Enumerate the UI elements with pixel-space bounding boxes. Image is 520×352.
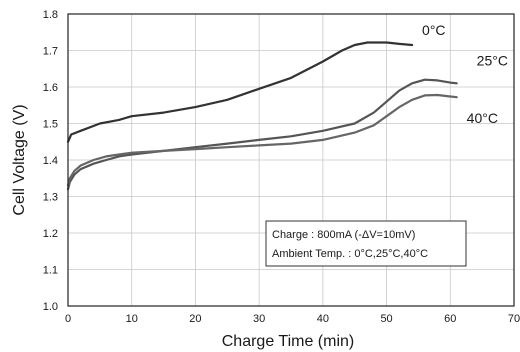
x-tick-label: 30 [253,313,265,325]
series-labels: 0°C 25°C 40°C [422,22,508,126]
plot-area-frame [67,13,515,307]
series-label-25c: 25°C [477,52,508,68]
series-line-0c [66,41,414,143]
x-axis-title: Charge Time (min) [222,333,354,350]
y-tick-label: 1.8 [43,9,58,21]
legend-line-charge: Charge : 800mA (-ΔV=10mV) [272,229,415,241]
legend-box: Charge : 800mA (-ΔV=10mV) Ambient Temp. … [265,220,467,267]
y-tick-label: 1.2 [43,228,58,240]
series-lines [66,41,458,191]
y-tick-label: 1.6 [43,82,58,94]
legend-box-frame [265,220,467,267]
x-tick-label: 0 [65,313,71,325]
x-tick-label: 10 [126,313,138,325]
x-tick-label: 20 [189,313,201,325]
grid-lines [68,14,514,306]
x-tick-label: 70 [508,313,520,325]
legend-line-ambient-temp: Ambient Temp. : 0°C,25°C,40°C [272,248,428,260]
y-tick-label: 1.5 [43,119,58,131]
x-tick-label: 50 [380,313,392,325]
y-tick-label: 1.3 [43,192,58,204]
x-tick-label: 60 [444,313,456,325]
y-tick-label: 1.1 [43,265,58,277]
series-line-25c [66,78,458,191]
series-label-0c: 0°C [422,22,446,38]
x-axis-ticks: 0 10 20 30 40 50 60 70 [65,313,520,325]
y-tick-label: 1.4 [43,155,58,167]
x-tick-label: 40 [317,313,329,325]
y-axis-ticks: 1.0 1.1 1.2 1.3 1.4 1.5 1.6 1.7 1.8 [43,9,58,313]
series-line-40c [66,93,458,187]
y-tick-label: 1.0 [43,301,58,313]
y-axis-title: Cell Voltage (V) [11,104,28,215]
series-label-40c: 40°C [467,110,498,126]
y-tick-label: 1.7 [43,46,58,58]
